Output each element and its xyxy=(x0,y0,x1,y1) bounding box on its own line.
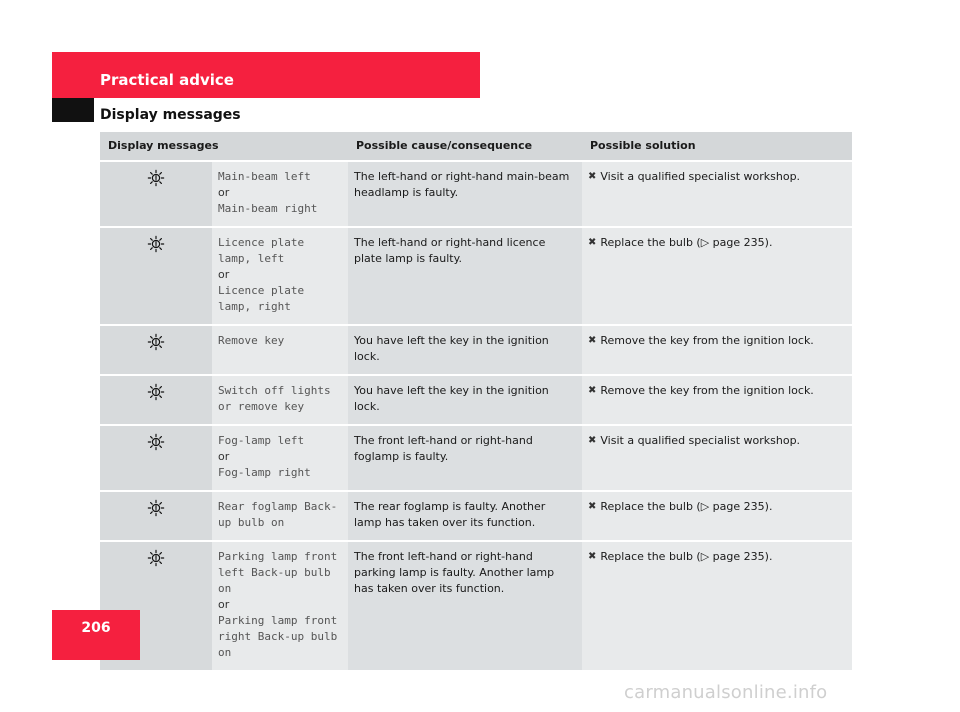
row-icon-cell xyxy=(100,227,212,326)
row-icon-cell xyxy=(100,425,212,492)
cross-bullet-icon: ✖ xyxy=(588,171,597,182)
solution-cell: ✖ Remove the key from the ignition lock. xyxy=(582,325,852,376)
display-message-cell: Main-beam left or Main-beam right xyxy=(212,161,348,228)
solution-cell: ✖ Replace the bulb (▷ page 235). xyxy=(582,227,852,326)
display-message-text: Licence plate lamp, left xyxy=(218,236,305,265)
or-separator: or xyxy=(218,598,230,611)
table-body: Main-beam left or Main-beam right The left-… xyxy=(100,161,852,672)
or-separator: or xyxy=(218,186,230,199)
display-message-text: Main-beam left xyxy=(218,170,311,183)
lamp-warning-icon xyxy=(147,235,165,256)
solution-item: ✖ Replace the bulb (▷ page 235). xyxy=(588,549,846,565)
cross-bullet-icon: ✖ xyxy=(588,237,597,248)
display-message-text: Parking lamp front left Back-up bulb on xyxy=(218,550,338,595)
display-message-cell: Fog-lamp left or Fog-lamp right xyxy=(212,425,348,492)
solution-text: Visit a qualified specialist workshop. xyxy=(600,170,801,183)
cross-bullet-icon: ✖ xyxy=(588,551,597,562)
or-separator: or xyxy=(218,450,230,463)
solution-text: Visit a qualified specialist workshop. xyxy=(600,434,801,447)
cross-bullet-icon: ✖ xyxy=(588,435,597,446)
cause-cell: You have left the key in the ignition lo… xyxy=(348,375,582,426)
solution-cell: ✖ Remove the key from the ignition lock. xyxy=(582,375,852,426)
cause-cell: The front left-hand or right-hand foglam… xyxy=(348,425,582,492)
section-title: Practical advice xyxy=(100,71,234,89)
cause-cell: The rear foglamp is faulty. Another lamp… xyxy=(348,491,582,542)
lamp-warning-icon-svg xyxy=(147,433,165,451)
display-message-text: Parking lamp front right Back-up bulb on xyxy=(218,614,338,659)
lamp-warning-icon xyxy=(147,499,165,520)
display-message-text: Main-beam right xyxy=(218,202,318,215)
display-message-cell: Licence plate lamp, left or Licence plate … xyxy=(212,227,348,326)
table-row: Rear foglamp Back- up bulb on The rear fo… xyxy=(100,491,852,542)
solution-item: ✖ Replace the bulb (▷ page 235). xyxy=(588,499,846,515)
display-message-text: Remove key xyxy=(218,334,285,347)
cause-cell: The left-hand or right-hand licence plat… xyxy=(348,227,582,326)
cause-cell: You have left the key in the ignition lo… xyxy=(348,325,582,376)
lamp-warning-icon-svg xyxy=(147,235,165,253)
cross-bullet-icon: ✖ xyxy=(588,385,597,396)
column-header-solution: Possible solution xyxy=(582,132,852,162)
row-icon-cell xyxy=(100,491,212,542)
lamp-warning-icon-svg xyxy=(147,169,165,187)
table-row: Switch off lights or remove key You have … xyxy=(100,375,852,426)
display-message-cell: Rear foglamp Back- up bulb on xyxy=(212,491,348,542)
solution-cell: ✖ Visit a qualified specialist workshop. xyxy=(582,425,852,492)
lamp-warning-icon xyxy=(147,383,165,404)
solution-cell: ✖ Replace the bulb (▷ page 235). xyxy=(582,541,852,672)
lamp-warning-icon xyxy=(147,433,165,454)
section-header-band xyxy=(52,52,480,98)
solution-text: Remove the key from the ignition lock. xyxy=(600,384,814,397)
display-message-cell: Parking lamp front left Back-up bulb on o… xyxy=(212,541,348,672)
column-header-display: Display messages xyxy=(100,132,348,162)
solution-cell: ✖ Visit a qualified specialist workshop. xyxy=(582,161,852,228)
solution-text: Replace the bulb (▷ page 235). xyxy=(600,236,773,249)
display-message-text: Licence plate lamp, right xyxy=(218,284,305,313)
column-header-cause: Possible cause/consequence xyxy=(348,132,582,162)
solution-text: Remove the key from the ignition lock. xyxy=(600,334,814,347)
lamp-warning-icon-svg xyxy=(147,549,165,567)
solution-cell: ✖ Replace the bulb (▷ page 235). xyxy=(582,491,852,542)
lamp-warning-icon-svg xyxy=(147,499,165,517)
solution-item: ✖ Visit a qualified specialist workshop. xyxy=(588,169,846,185)
lamp-warning-icon-svg xyxy=(147,333,165,351)
lamp-warning-icon xyxy=(147,549,165,570)
display-message-text: Switch off lights or remove key xyxy=(218,384,331,413)
solution-item: ✖ Remove the key from the ignition lock. xyxy=(588,383,846,399)
lamp-warning-icon xyxy=(147,169,165,190)
table-row: Parking lamp front left Back-up bulb on o… xyxy=(100,541,852,672)
cause-cell: The left-hand or right-hand main-beam he… xyxy=(348,161,582,228)
display-message-text: Rear foglamp Back- up bulb on xyxy=(218,500,338,529)
display-messages-table: Display messages Possible cause/conseque… xyxy=(100,132,852,672)
table-row: Fog-lamp left or Fog-lamp right The front l… xyxy=(100,425,852,492)
subtitle-marker xyxy=(52,98,94,122)
cross-bullet-icon: ✖ xyxy=(588,501,597,512)
solution-item: ✖ Replace the bulb (▷ page 235). xyxy=(588,235,846,251)
row-icon-cell xyxy=(100,325,212,376)
lamp-warning-icon-svg xyxy=(147,383,165,401)
page-number-box: 206 xyxy=(52,610,140,660)
table-row: Remove key You have left the key in the i… xyxy=(100,325,852,376)
display-message-cell: Switch off lights or remove key xyxy=(212,375,348,426)
or-separator: or xyxy=(218,268,230,281)
display-message-text: Fog-lamp left xyxy=(218,434,305,447)
table-row: Licence plate lamp, left or Licence plate … xyxy=(100,227,852,326)
solution-item: ✖ Remove the key from the ignition lock. xyxy=(588,333,846,349)
row-icon-cell xyxy=(100,161,212,228)
page-number: 206 xyxy=(81,620,111,636)
table-header-row: Display messages Possible cause/conseque… xyxy=(100,132,852,162)
display-message-text: Fog-lamp right xyxy=(218,466,311,479)
row-icon-cell xyxy=(100,375,212,426)
solution-text: Replace the bulb (▷ page 235). xyxy=(600,500,773,513)
lamp-warning-icon xyxy=(147,333,165,354)
watermark: carmanualsonline.info xyxy=(624,682,828,703)
display-message-cell: Remove key xyxy=(212,325,348,376)
page-subtitle: Display messages xyxy=(100,107,241,123)
solution-item: ✖ Visit a qualified specialist workshop. xyxy=(588,433,846,449)
solution-text: Replace the bulb (▷ page 235). xyxy=(600,550,773,563)
cross-bullet-icon: ✖ xyxy=(588,335,597,346)
cause-cell: The front left-hand or right-hand parkin… xyxy=(348,541,582,672)
table-row: Main-beam left or Main-beam right The left-… xyxy=(100,161,852,228)
